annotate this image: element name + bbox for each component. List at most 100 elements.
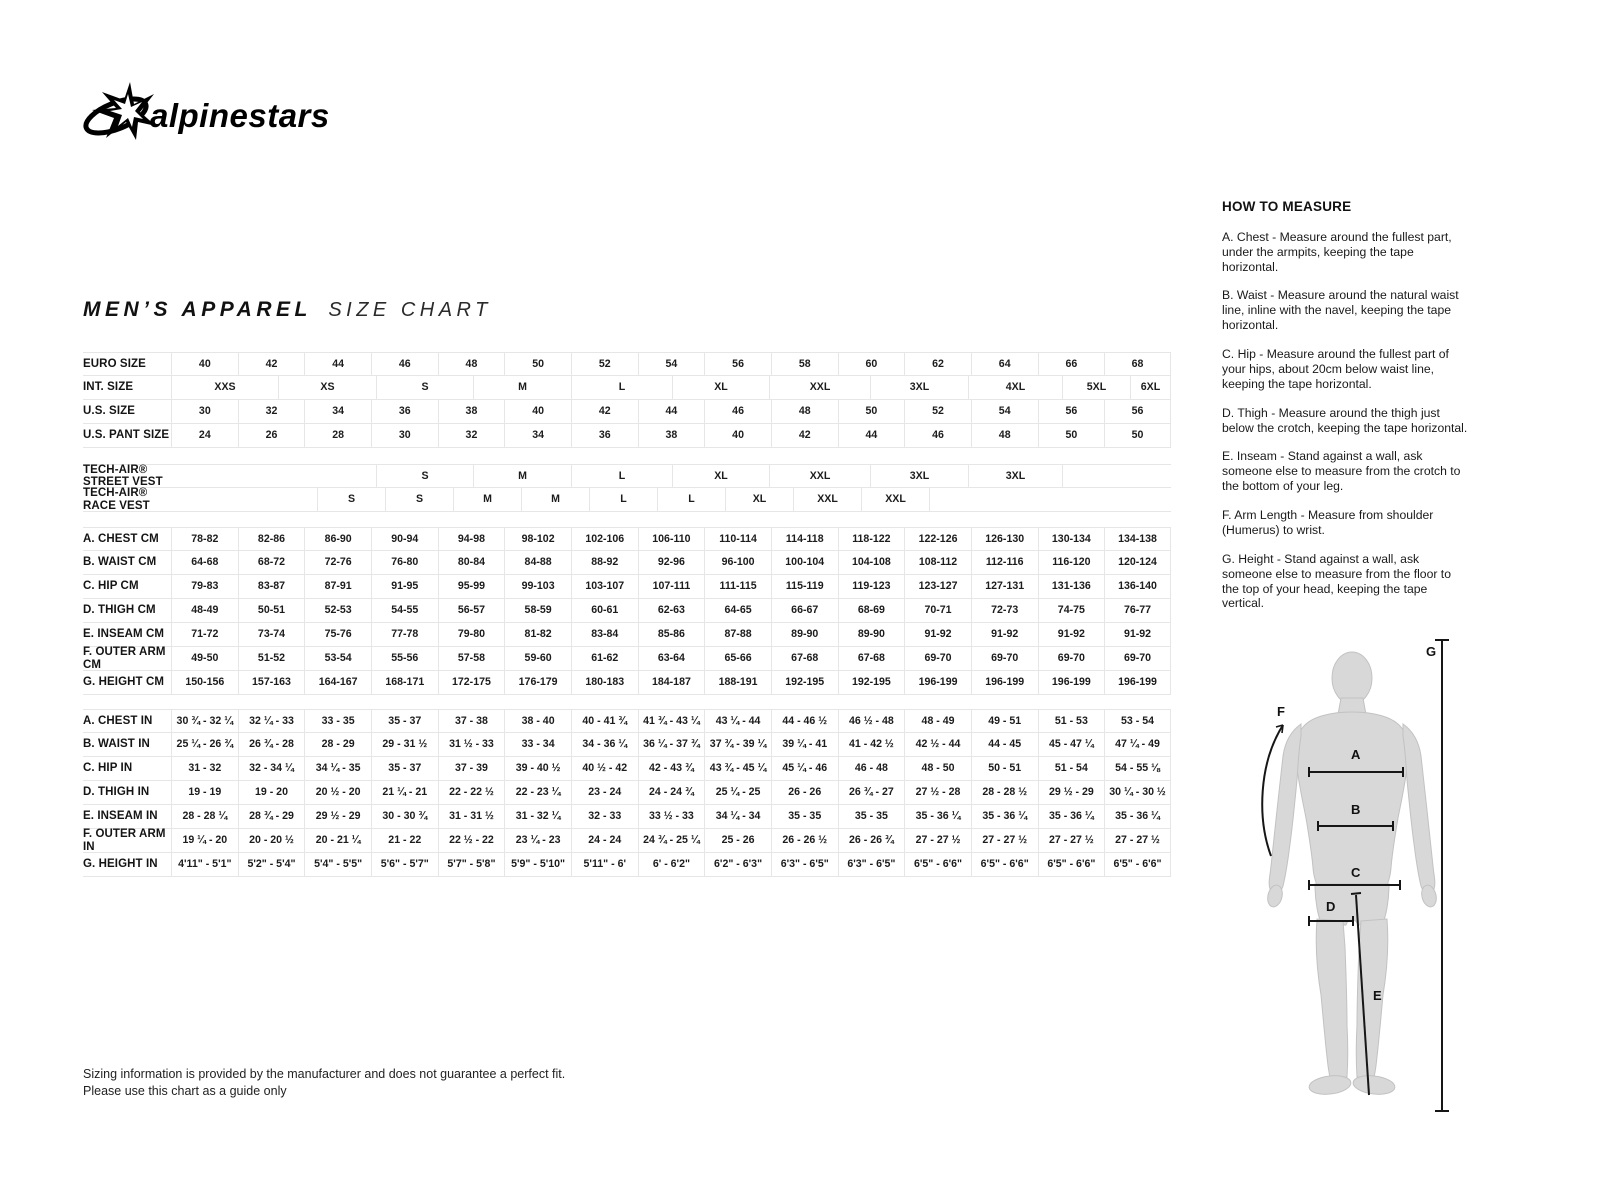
disclaimer-line-1: Sizing information is provided by the ma… bbox=[83, 1067, 566, 1081]
row-cells: 64-68 68-72 72-76 76-80 80-84 84-88 88-92 92-96… bbox=[171, 551, 1171, 574]
table-cell: 83-87 bbox=[237, 575, 305, 598]
table-cell: 6'3" - 6'5" bbox=[770, 853, 838, 876]
table-cell: 192-195 bbox=[837, 671, 905, 694]
table-cell bbox=[929, 488, 1171, 511]
table-cell: 88-92 bbox=[570, 551, 638, 574]
table-cell: 100-104 bbox=[770, 551, 838, 574]
table-cell: 28 - 28 ½ bbox=[970, 781, 1038, 804]
table-cell: 28 - 29 bbox=[304, 733, 371, 756]
table-cell: 69-70 bbox=[970, 647, 1038, 670]
table-cell: 40 bbox=[504, 400, 571, 423]
table-cell: 27 - 27 ½ bbox=[1037, 829, 1105, 852]
table-cell: 44 bbox=[837, 424, 905, 447]
measure-instruction-hip: C. Hip - Measure around the fullest part… bbox=[1222, 347, 1449, 391]
table-cell: 54-55 bbox=[370, 599, 438, 622]
table-cell: 30 bbox=[171, 400, 238, 423]
table-cell: 70-71 bbox=[904, 599, 971, 622]
table-cell: 46 bbox=[904, 424, 971, 447]
page-title-sub: SIZE CHART bbox=[328, 299, 492, 321]
table-cell: XXS bbox=[171, 376, 278, 399]
table-cell: 103-107 bbox=[570, 575, 638, 598]
table-row: E. INSEAM CM 71-72 73-74 75-76 77-78 79-80 81-… bbox=[83, 623, 1171, 647]
table-cell: 184-187 bbox=[637, 671, 705, 694]
table-row: TECH-AIR® STREET VEST S M L XL XXL 3XL 3XL bbox=[83, 464, 1171, 488]
table-cell: L bbox=[589, 488, 657, 511]
table-cell: 22 - 22 ½ bbox=[437, 781, 505, 804]
table-cell: 37 - 39 bbox=[437, 757, 505, 780]
disclaimer-line-2: Please use this chart as a guide only bbox=[83, 1083, 287, 1098]
table-cell: 32 bbox=[237, 400, 305, 423]
table-cell: 19 - 20 bbox=[237, 781, 305, 804]
table-cell: 41 ¾ - 43 ¼ bbox=[637, 710, 705, 732]
table-cell: 27 - 27 ½ bbox=[1104, 829, 1171, 852]
row-label: TECH-AIR® RACE VEST bbox=[83, 487, 150, 512]
table-cell: 111-115 bbox=[704, 575, 771, 598]
table-cell: 35 - 36 ¼ bbox=[904, 805, 971, 828]
row-cells: 19 - 19 19 - 20 20 ½ - 20 21 ¼ - 21 22 - 22 … bbox=[171, 781, 1171, 804]
table-cell: 6'2" - 6'3" bbox=[704, 853, 771, 876]
table-cell: 50 bbox=[1037, 424, 1105, 447]
table-cell: 35 - 35 bbox=[837, 805, 905, 828]
table-cell: 50 bbox=[837, 400, 905, 423]
table-cell: XL bbox=[672, 465, 769, 487]
row-label: G. HEIGHT CM bbox=[83, 676, 165, 689]
table-cell: 67-68 bbox=[837, 647, 905, 670]
table-group-vests: TECH-AIR® STREET VEST S M L XL XXL 3XL 3XL TECH-… bbox=[83, 464, 1171, 512]
table-cell: 25 ¼ - 26 ¾ bbox=[171, 733, 238, 756]
table-cell: 64 bbox=[970, 353, 1038, 375]
table-cell: 115-119 bbox=[770, 575, 838, 598]
table-cell: 35 - 37 bbox=[370, 710, 438, 732]
arm-length-measure-line bbox=[1261, 724, 1284, 857]
table-cell: 30 bbox=[370, 424, 438, 447]
inseam-measure-line bbox=[1350, 892, 1370, 1096]
table-cell: L bbox=[657, 488, 725, 511]
table-cell: 23 - 24 bbox=[570, 781, 638, 804]
table-row: TECH-AIR® RACE VEST S S M M L L XL XXL XXL bbox=[83, 487, 1171, 512]
table-cell: 69-70 bbox=[1104, 647, 1171, 670]
table-cell: 48 bbox=[770, 400, 838, 423]
table-cell: 122-126 bbox=[904, 528, 971, 550]
table-cell: 54 bbox=[637, 353, 705, 375]
row-label: A. CHEST CM bbox=[83, 532, 159, 545]
table-cell: 24 bbox=[171, 424, 238, 447]
table-cell: 22 - 23 ¼ bbox=[504, 781, 571, 804]
table-cell: 74-75 bbox=[1037, 599, 1105, 622]
table-cell: 55-56 bbox=[370, 647, 438, 670]
table-cell: 196-199 bbox=[904, 671, 971, 694]
row-label: U.S. SIZE bbox=[83, 405, 136, 418]
page-title-main: MEN’S APPAREL bbox=[83, 298, 312, 321]
table-cell: 51 - 54 bbox=[1037, 757, 1105, 780]
table-cell: 32 - 33 bbox=[570, 805, 638, 828]
table-cell: 5'11" - 6' bbox=[570, 853, 638, 876]
table-cell: 26 bbox=[237, 424, 305, 447]
how-to-measure-panel: HOW TO MEASURE A. Chest - Measure around… bbox=[1222, 199, 1470, 625]
table-cell: 42 ½ - 44 bbox=[904, 733, 971, 756]
table-row: E. INSEAM IN 28 - 28 ¼ 28 ¾ - 29 29 ½ - 29 3… bbox=[83, 805, 1171, 829]
table-cell: 107-111 bbox=[637, 575, 705, 598]
table-cell: 35 - 37 bbox=[370, 757, 438, 780]
table-cell: 67-68 bbox=[770, 647, 838, 670]
table-cell: 176-179 bbox=[504, 671, 571, 694]
table-cell: 89-90 bbox=[837, 623, 905, 646]
table-cell: 3XL bbox=[870, 376, 968, 399]
table-cell: XXL bbox=[769, 376, 870, 399]
table-row: EURO SIZE 40 42 44 46 48 50 52 54 56 58 60 62 64 66 68 bbox=[83, 352, 1171, 376]
table-row: G. HEIGHT IN 4'11" - 5'1" 5'2" - 5'4" 5'4" … bbox=[83, 853, 1171, 877]
table-cell: 28 ¾ - 29 bbox=[237, 805, 305, 828]
table-cell: 73-74 bbox=[237, 623, 305, 646]
table-cell: 21 ¼ - 21 bbox=[370, 781, 438, 804]
row-label: A. CHEST IN bbox=[83, 714, 153, 727]
table-cell: 39 ¼ - 41 bbox=[770, 733, 838, 756]
table-cell: 5'7" - 5'8" bbox=[437, 853, 505, 876]
table-cell: 40 bbox=[704, 424, 771, 447]
table-cell: 24 - 24 bbox=[570, 829, 638, 852]
waist-measure-line bbox=[1317, 821, 1394, 831]
table-cell: 63-64 bbox=[637, 647, 705, 670]
table-group-in: A. CHEST IN 30 ¾ - 32 ¼ 32 ¼ - 33 33 - 35 35… bbox=[83, 709, 1171, 877]
table-cell: 40 - 41 ¾ bbox=[570, 710, 638, 732]
table-cell: 5'2" - 5'4" bbox=[237, 853, 305, 876]
size-table: EURO SIZE 40 42 44 46 48 50 52 54 56 58 60 62 64 66 68 I… bbox=[83, 352, 1171, 877]
table-cell: 56 bbox=[1037, 400, 1105, 423]
table-cell: 48 bbox=[970, 424, 1038, 447]
